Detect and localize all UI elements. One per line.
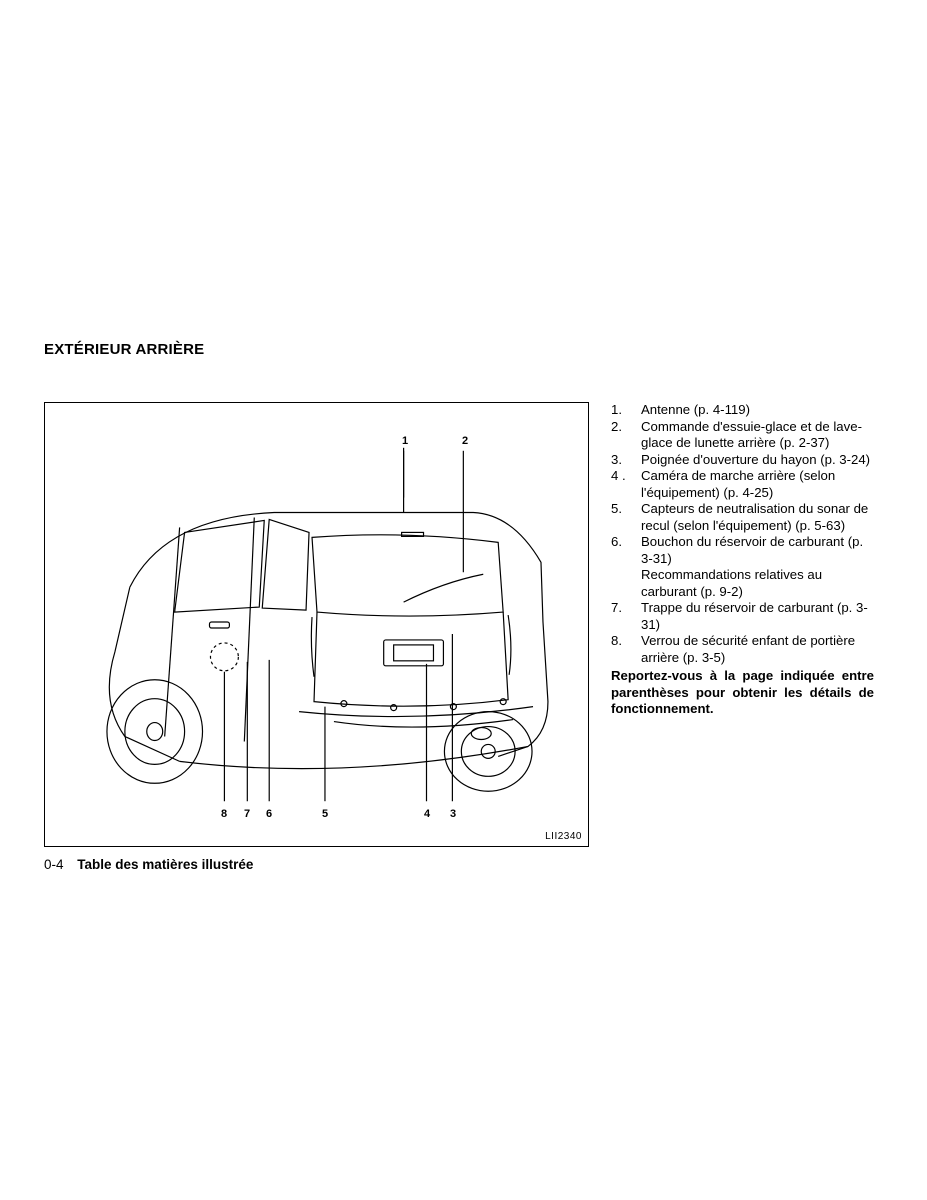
legend-item-text: Antenne (p. 4-119) <box>641 402 874 419</box>
legend-item-text: Commande d'essuie-glace et de lave-glace… <box>641 419 874 452</box>
callout-6: 6 <box>266 808 272 820</box>
callout-7: 7 <box>244 808 250 820</box>
legend-item-text: Trappe du réservoir de carburant (p. 3-3… <box>641 600 874 633</box>
footer-title: Table des matières illustrée <box>77 857 253 872</box>
legend-item-text: Poignée d'ouverture du hayon (p. 3-24) <box>641 452 874 469</box>
callout-3: 3 <box>450 808 456 820</box>
legend-item: 6.Bouchon du réservoir de carburant (p. … <box>611 534 874 600</box>
footer-page-number: 0-4 <box>44 857 64 872</box>
legend-item: 1.Antenne (p. 4-119) <box>611 402 874 419</box>
callout-1: 1 <box>402 435 408 447</box>
legend-item-number: 1. <box>611 402 641 419</box>
legend-item: 3.Poignée d'ouverture du hayon (p. 3-24) <box>611 452 874 469</box>
legend-item: 5.Capteurs de neutralisation du sonar de… <box>611 501 874 534</box>
legend-item-number: 6. <box>611 534 641 600</box>
legend-item-text: Verrou de sécurité enfant de portière ar… <box>641 633 874 666</box>
legend-item: 8.Verrou de sécurité enfant de portière … <box>611 633 874 666</box>
legend-item-text: Caméra de marche arrière (selon l'équipe… <box>641 468 874 501</box>
content-row: 1 2 8 7 6 5 4 3 LII2340 1.Antenne (p. 4-… <box>44 402 874 847</box>
page-footer: 0-4 Table des matières illustrée <box>44 857 874 872</box>
legend-note: Reportez-vous à la page indiquée entre p… <box>611 668 874 718</box>
vehicle-diagram: 1 2 8 7 6 5 4 3 LII2340 <box>44 402 589 847</box>
callout-8: 8 <box>221 808 227 820</box>
legend-item-number: 7. <box>611 600 641 633</box>
callout-2: 2 <box>462 435 468 447</box>
vehicle-svg <box>45 403 588 846</box>
callout-4: 4 <box>424 808 430 820</box>
legend-item-number: 8. <box>611 633 641 666</box>
legend-item: 2.Commande d'essuie-glace et de lave-gla… <box>611 419 874 452</box>
legend-item: 4 .Caméra de marche arrière (selon l'équ… <box>611 468 874 501</box>
legend-item-number: 3. <box>611 452 641 469</box>
legend-item-number: 2. <box>611 419 641 452</box>
legend: 1.Antenne (p. 4-119)2.Commande d'essuie-… <box>611 402 874 718</box>
legend-item-text: Capteurs de neutralisation du sonar de r… <box>641 501 874 534</box>
section-title: EXTÉRIEUR ARRIÈRE <box>44 341 874 358</box>
callout-5: 5 <box>322 808 328 820</box>
legend-item-text: Bouchon du réservoir de carburant (p. 3-… <box>641 534 874 600</box>
diagram-code: LII2340 <box>545 831 582 842</box>
legend-item: 7.Trappe du réservoir de carburant (p. 3… <box>611 600 874 633</box>
legend-item-number: 5. <box>611 501 641 534</box>
manual-page: EXTÉRIEUR ARRIÈRE <box>44 341 874 872</box>
legend-item-number: 4 . <box>611 468 641 501</box>
legend-list: 1.Antenne (p. 4-119)2.Commande d'essuie-… <box>611 402 874 666</box>
